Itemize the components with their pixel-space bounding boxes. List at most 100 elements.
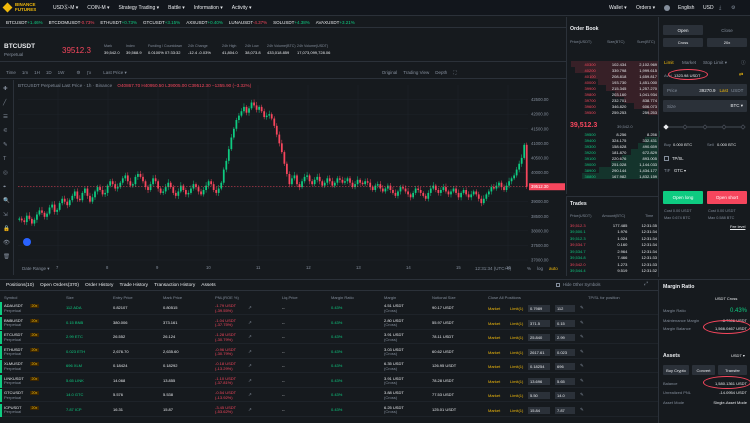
buy-crypto-button[interactable]: Buy Crypto	[663, 365, 689, 375]
ticker-item[interactable]: LUNAUSDT-4.37%	[229, 20, 267, 25]
leverage-badge[interactable]: 20x	[30, 318, 39, 323]
orderbook-row[interactable]: 38900 290.144 1,434.177	[567, 167, 659, 173]
ticker-item[interactable]: ETHUSDT+0.73%	[100, 20, 137, 25]
close-price-input[interactable]: 13.696	[528, 377, 550, 385]
close-qty-input[interactable]: 5.65	[555, 377, 575, 385]
drawing-tool-icon[interactable]: 👁	[3, 240, 10, 246]
position-symbol[interactable]: BNBUSDT Perpetual	[4, 318, 23, 328]
ticker-item[interactable]: GTCUSDT+3.15%	[143, 20, 180, 25]
nav-information[interactable]: Information ▾	[193, 4, 223, 11]
orderbook-row[interactable]: 39200 181.870 672.829	[567, 149, 659, 155]
leverage-badge[interactable]: 20x	[30, 362, 39, 366]
leverage-badge[interactable]: 20x	[30, 333, 39, 337]
close-qty-input[interactable]: 112	[555, 305, 575, 312]
position-symbol[interactable]: ETCUSDT Perpetual	[4, 332, 23, 342]
close-qty-input[interactable]: 7.87	[555, 406, 575, 414]
close-market-button[interactable]: Market	[488, 306, 501, 311]
scale-log[interactable]: log	[537, 266, 544, 271]
drawing-tool-icon[interactable]: 🗑	[3, 254, 10, 260]
leverage-badge[interactable]: 20x	[30, 405, 39, 410]
price-last-button[interactable]: Last	[719, 87, 729, 93]
orderbook-row[interactable]: 39800 203.160 1,041.934	[567, 91, 659, 97]
edit-tpsl-icon[interactable]: ✎	[580, 406, 584, 412]
share-icon[interactable]: ↗	[248, 334, 252, 339]
tf-1m[interactable]: 1m	[21, 70, 29, 75]
orderbook-row[interactable]: 39500 259.253 259.253	[567, 109, 659, 115]
nav-coinm[interactable]: COIN-M ▾	[87, 4, 110, 11]
edit-tpsl-icon[interactable]: ✎	[580, 392, 584, 397]
chart-settings-icon[interactable]: ⚙	[76, 69, 81, 75]
tab-assets[interactable]: Assets	[201, 282, 216, 288]
drawing-tool-icon[interactable]: 🔍	[3, 198, 10, 204]
orderbook-row[interactable]: 39300 158.628 490.659	[567, 143, 659, 149]
fee-level-link[interactable]: Fee level	[730, 225, 746, 229]
drawing-tool-icon[interactable]: ◎	[3, 170, 8, 176]
tab-transaction-history[interactable]: Transaction History	[154, 282, 196, 288]
share-icon[interactable]: ↗	[248, 319, 252, 325]
date-range-select[interactable]: Date Range ▾	[22, 266, 50, 271]
leverage-badge[interactable]: 20x	[30, 376, 39, 381]
indicators-icon[interactable]: ƒx	[86, 70, 92, 75]
drawing-tool-icon[interactable]: ✎	[3, 142, 8, 148]
ticker-item[interactable]: BTCUSDT+1.46%	[6, 20, 43, 25]
open-long-button[interactable]: Open long	[663, 191, 703, 204]
view-original[interactable]: Original	[381, 70, 398, 75]
currency-selector[interactable]: USD	[703, 5, 714, 11]
language-selector[interactable]: English	[678, 5, 695, 11]
price-type-select[interactable]: Last Price ▾	[103, 69, 127, 75]
edit-tpsl-icon[interactable]: ✎	[580, 363, 584, 368]
info-icon[interactable]: ⓘ	[741, 60, 746, 65]
tf-time[interactable]: Time	[6, 70, 16, 75]
size-input[interactable]: Size BTC ▾	[663, 100, 747, 112]
tab-order-history[interactable]: Order History	[84, 282, 114, 288]
position-symbol[interactable]: ADAUSDT Perpetual	[4, 303, 23, 313]
edit-tpsl-icon[interactable]: ✎	[580, 319, 584, 325]
assets-unit-select[interactable]: USDT ▾	[731, 353, 745, 358]
open-short-button[interactable]: Open short	[707, 191, 747, 204]
close-price-input[interactable]: 0.7989	[528, 305, 550, 312]
close-price-input[interactable]: 15.84	[528, 406, 550, 414]
share-icon[interactable]: ↗	[248, 348, 252, 354]
close-market-button[interactable]: Market	[488, 407, 501, 413]
leverage-badge[interactable]: 20x	[30, 391, 39, 395]
close-market-button[interactable]: Market	[488, 349, 501, 355]
avatar-icon[interactable]	[664, 5, 670, 11]
asset-mode-select[interactable]: Single-Asset Mode	[713, 400, 747, 405]
binance-futures-logo[interactable]: BINANCE FUTURES	[2, 2, 44, 13]
close-qty-input[interactable]: 2.99	[555, 334, 575, 341]
view-depth[interactable]: Depth	[435, 70, 448, 75]
tab-open-orders[interactable]: Open Orders(370)	[40, 282, 79, 288]
tf-1h[interactable]: 1H	[34, 70, 40, 75]
orderbook-row[interactable]: 40000 193.730 1,451.000	[567, 79, 659, 85]
edit-tpsl-icon[interactable]: ✎	[580, 334, 584, 339]
position-symbol[interactable]: ETHUSDT Perpetual	[4, 347, 23, 357]
nav-strategy-trading[interactable]: Strategy Trading ▾	[118, 4, 160, 11]
price-input[interactable]: Price 39270.9 Last USDT	[663, 84, 747, 96]
tab-trade-history[interactable]: Trade History	[119, 282, 149, 288]
position-symbol[interactable]: XLMUSDT Perpetual	[4, 361, 23, 371]
symbol-name[interactable]: BTCUSDT	[4, 43, 36, 50]
orderbook-row[interactable]: 39400 324.175 332.431	[567, 137, 659, 143]
expand-icon[interactable]: ⤢	[644, 281, 649, 287]
close-qty-input[interactable]: 696	[555, 363, 575, 370]
fullscreen-icon[interactable]: ⛶	[453, 70, 457, 75]
orderbook-row[interactable]: 39000 251.028 1,144.033	[567, 161, 659, 167]
orderbook-row[interactable]: 39100 220.676 893.005	[567, 155, 659, 161]
orderbook-row[interactable]: 40100 208.818 1,659.817	[567, 73, 659, 79]
nav-battle[interactable]: Battle ▾	[168, 4, 185, 11]
leverage-badge[interactable]: 20x	[30, 347, 39, 352]
close-limit-button[interactable]: Limit(1)	[510, 364, 524, 369]
ticker-item[interactable]: SOLUSDT+4.38%	[273, 20, 310, 25]
close-limit-button[interactable]: Limit(1)	[510, 335, 524, 340]
view-tradingview[interactable]: Trading View	[403, 70, 430, 75]
close-price-input[interactable]: 371.5	[528, 319, 550, 327]
close-limit-button[interactable]: Limit(1)	[510, 378, 524, 384]
order-type-stop-limit[interactable]: Stop Limit ▾	[703, 60, 728, 65]
close-market-button[interactable]: Market	[488, 378, 501, 384]
close-price-input[interactable]: 25.840	[528, 334, 550, 341]
share-icon[interactable]: ↗	[248, 392, 252, 397]
order-type-limit[interactable]: Limit	[664, 60, 674, 65]
nav-usdm[interactable]: USDⓈ-M ▾	[53, 5, 79, 11]
orderbook-row[interactable]: 40300 102.434 2,102.969	[567, 61, 659, 67]
close-market-button[interactable]: Market	[488, 393, 501, 398]
